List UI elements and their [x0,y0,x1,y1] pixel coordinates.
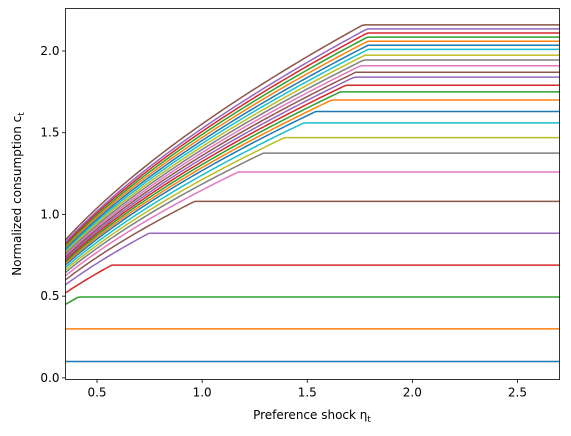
series-line-21 [64,44,560,250]
series-line-19 [64,54,560,253]
series-line-7 [65,171,560,277]
y-tick-label: 1.0 [40,207,59,221]
plot-frame [65,8,560,380]
x-tick-label: 0.5 [87,386,106,400]
x-axis-label: Preference shock ηt [253,408,371,425]
series-line-4 [65,264,560,294]
series-line-17 [64,64,560,256]
series-line-18 [64,59,560,255]
y-tick-label: 1.5 [40,126,59,140]
series-line-10 [65,122,560,269]
y-axis-label: Normalized consumption ct [10,112,27,276]
y-tick-label: 2.0 [40,44,59,58]
x-tick-label: 1.0 [193,386,212,400]
series-line-8 [65,152,560,274]
x-tick-label: 1.5 [298,386,317,400]
series-line-9 [65,136,560,271]
series-line-3 [65,296,560,305]
series-line-26 [64,24,560,241]
series-line-5 [65,232,560,286]
series-line-12 [65,99,560,265]
series-line-23 [64,36,560,247]
x-tick-label: 2.5 [508,386,527,400]
series-line-16 [64,71,560,258]
series-line-11 [65,110,560,266]
series-line-13 [64,91,560,263]
series-line-25 [64,28,560,243]
x-tick-label: 2.0 [403,386,422,400]
series-line-15 [64,76,560,260]
x-axis-ticks: 0.5 1.0 1.5 2.0 2.5 [87,379,527,400]
series-line-22 [64,40,560,248]
series-line-14 [64,84,560,261]
plot-lines [64,24,560,363]
y-tick-label: 0.0 [40,371,59,385]
series-line-24 [64,32,560,245]
y-axis-ticks: 0.0 0.5 1.0 1.5 2.0 [40,44,66,385]
series-line-20 [64,48,560,251]
series-line-6 [65,200,560,281]
y-tick-label: 0.5 [40,289,59,303]
